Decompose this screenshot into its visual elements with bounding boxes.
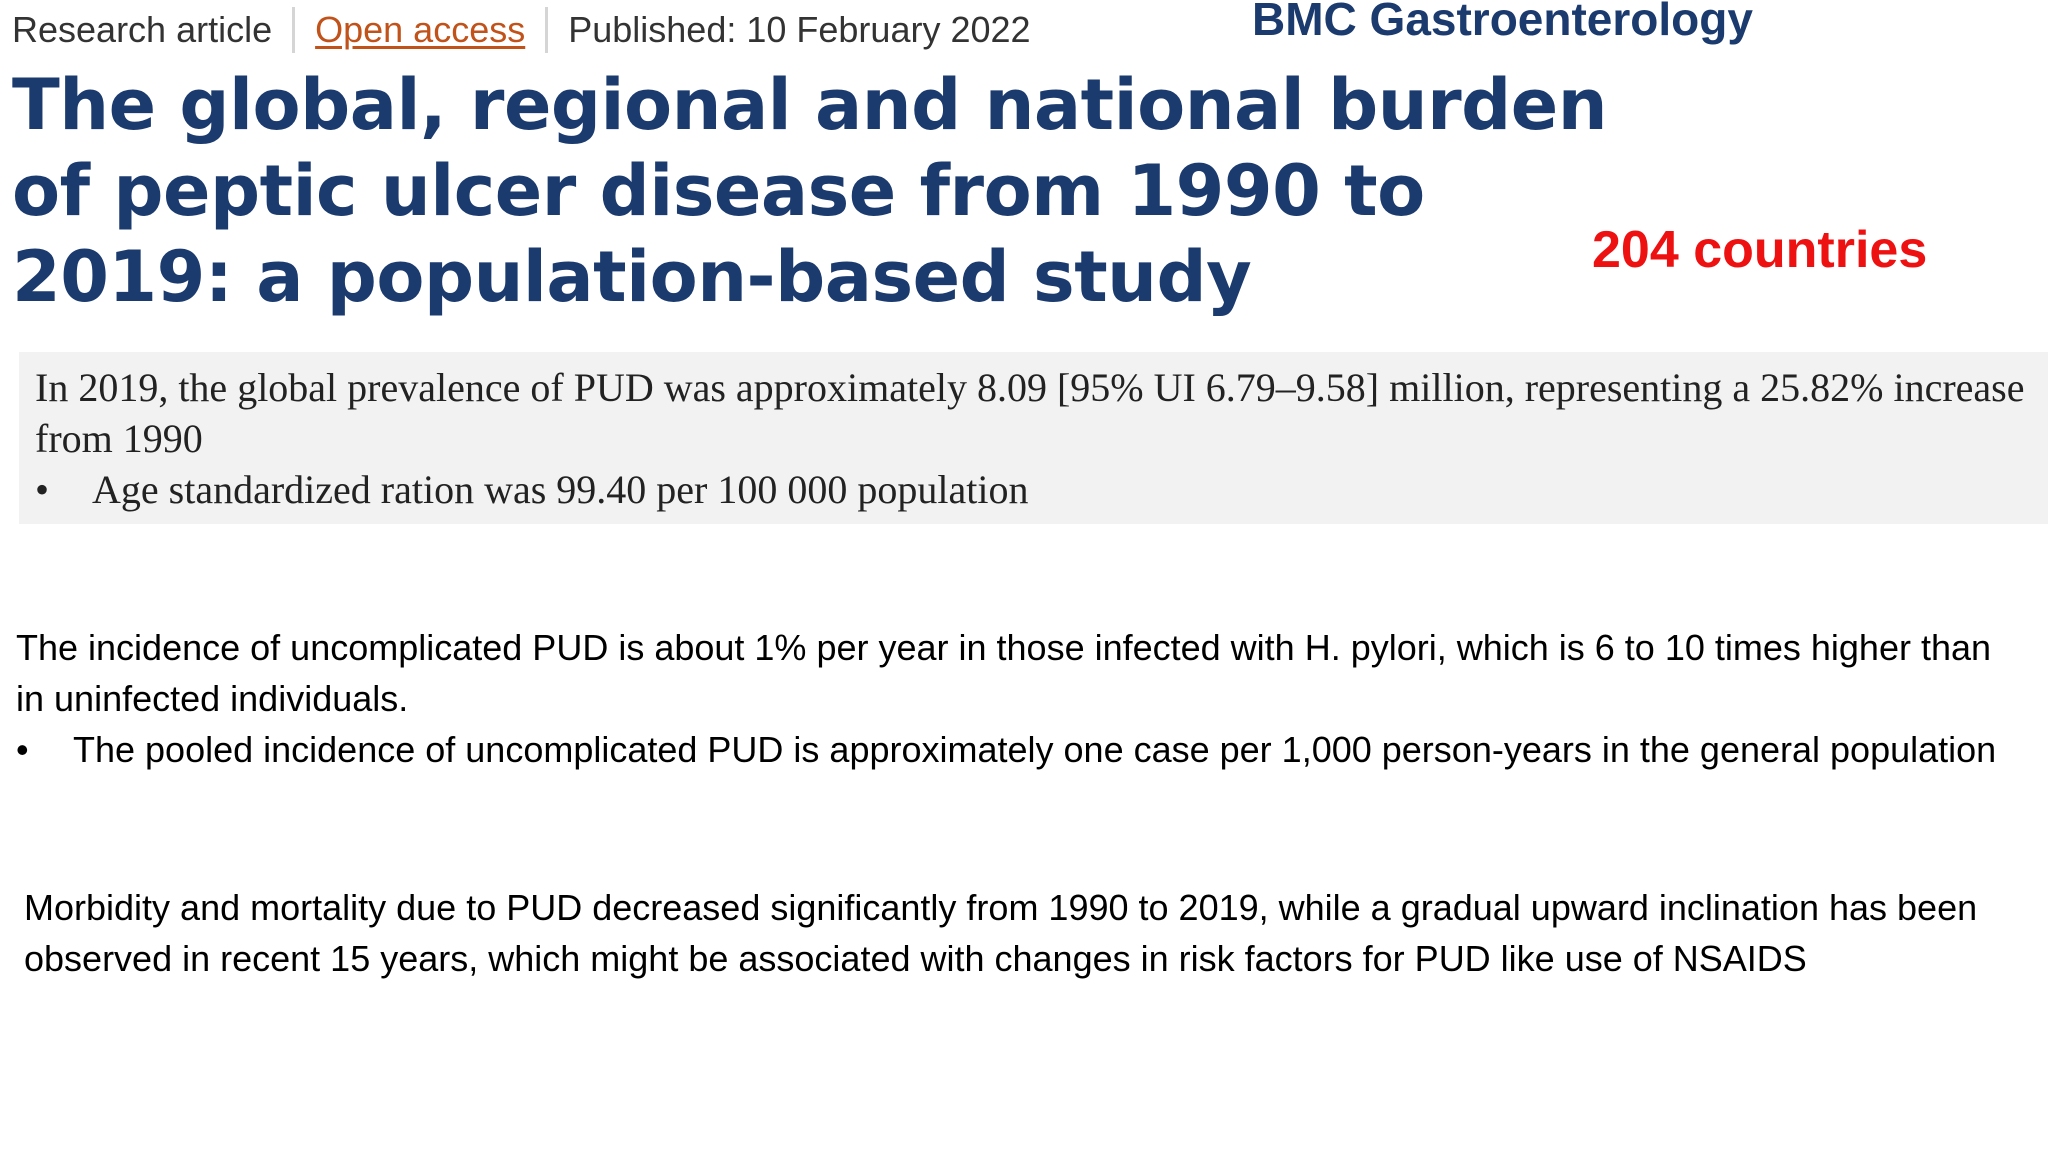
incidence-bullet-text: The pooled incidence of uncomplicated PU… <box>73 729 1997 770</box>
article-meta-bar: Research article Open access Published: … <box>12 6 1031 54</box>
article-title: The global, regional and national burden… <box>12 64 1608 318</box>
prevalence-bullet-text: Age standardized ration was 99.40 per 10… <box>92 467 1029 512</box>
incidence-bullet-item: • The pooled incidence of uncomplicated … <box>16 724 2016 775</box>
trend-paragraph: Morbidity and mortality due to PUD decre… <box>24 882 2024 984</box>
countries-annotation: 204 countries <box>1592 221 1928 279</box>
journal-name: BMC Gastroenterology <box>1252 0 1753 45</box>
article-type-label: Research article <box>12 9 273 50</box>
bullet-icon: • <box>35 467 50 512</box>
bullet-icon: • <box>16 729 29 770</box>
incidence-paragraph: The incidence of uncomplicated PUD is ab… <box>16 622 2016 775</box>
prevalence-summary-box: In 2019, the global prevalence of PUD wa… <box>19 352 2048 524</box>
meta-divider <box>292 7 296 53</box>
incidence-text: The incidence of uncomplicated PUD is ab… <box>16 627 1992 719</box>
trend-text: Morbidity and mortality due to PUD decre… <box>24 887 1978 979</box>
meta-divider <box>545 7 549 53</box>
published-date: Published: 10 February 2022 <box>568 9 1031 50</box>
prevalence-bullet-item: • Age standardized ration was 99.40 per … <box>35 464 2048 515</box>
prevalence-summary-text: In 2019, the global prevalence of PUD wa… <box>35 365 2025 461</box>
open-access-link[interactable]: Open access <box>315 9 526 50</box>
